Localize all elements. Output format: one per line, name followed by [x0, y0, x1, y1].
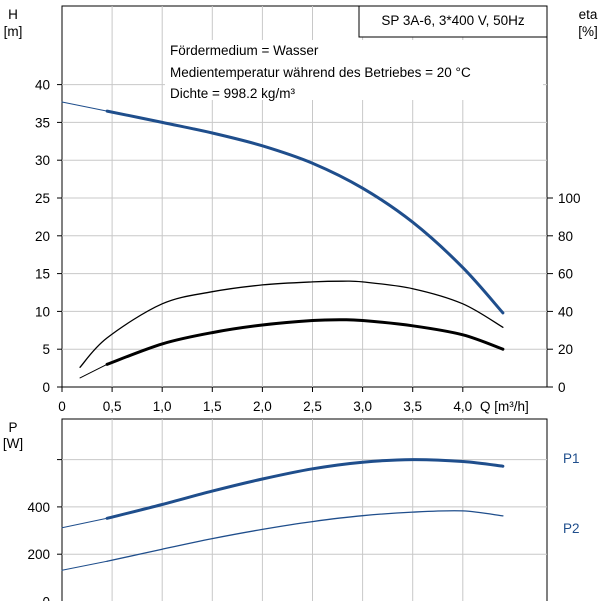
pump-title: SP 3A-6, 3*400 V, 50Hz [381, 13, 525, 28]
power-panel: 0 200 400 P [W] P1 P2 [3, 418, 580, 601]
power-plot-axes: 0 200 400 [27, 459, 62, 601]
head-plot-frame [61, 5, 548, 388]
annotation-background [165, 40, 543, 100]
head-axis-label-unit: [m] [4, 24, 23, 39]
power-plot-grid [62, 419, 547, 601]
head-tick-label: 35 [35, 115, 50, 130]
annotation-density: Dichte = 998.2 kg/m³ [170, 86, 295, 101]
efficiency-axis-label-unit: [%] [578, 24, 598, 39]
head-chart-curve-3 [105, 318, 505, 366]
head-tick-label: 30 [35, 153, 50, 168]
power-chart-curve-1 [61, 517, 108, 529]
head-tick-label: 10 [35, 304, 50, 319]
flow-tick-label: 3,5 [403, 399, 422, 414]
power-axis-label-symbol: P [8, 420, 17, 435]
flow-tick-label: 2,5 [303, 399, 322, 414]
efficiency-tick-label: 0 [558, 380, 566, 395]
head-plot-axes: 0 0,5 1,0 1,5 2,0 2,5 3,0 3,5 4,0 0 5 10 15 20 25 30 35 4… [35, 78, 581, 414]
flow-tick-label: 4,0 [453, 399, 472, 414]
head-axis-label-symbol: H [8, 7, 18, 22]
power-chart-curve-3 [61, 560, 108, 571]
flow-tick-label: 3,0 [353, 399, 372, 414]
head-tick-label: 0 [42, 380, 50, 395]
head-tick-label: 20 [35, 229, 50, 244]
flow-axis-label: Q [m³/h] [480, 399, 529, 414]
head-chart-curve-1 [61, 101, 108, 112]
power-plot-curves [61, 458, 505, 571]
flow-tick-label: 1,5 [203, 399, 222, 414]
power-tick-label: 0 [42, 595, 50, 601]
pump-title-box [358, 5, 548, 38]
power-plot-frame [61, 418, 548, 601]
power-tick-label: 400 [27, 500, 50, 515]
efficiency-tick-label: 80 [558, 229, 573, 244]
head-tick-label: 15 [35, 267, 50, 282]
head-plot-curves [61, 101, 505, 379]
flow-tick-label: 0,5 [103, 399, 122, 414]
efficiency-axis-label-symbol: eta [579, 7, 598, 22]
efficiency-tick-label: 60 [558, 267, 573, 282]
power-tick-label: 200 [27, 547, 50, 562]
efficiency-tick-label: 20 [558, 342, 573, 357]
legend-p1: P1 [563, 451, 580, 466]
head-chart-curve-0 [105, 109, 505, 315]
flow-tick-label: 1,0 [153, 399, 172, 414]
power-axis-label-unit: [W] [3, 436, 23, 451]
flow-tick-label: 2,0 [253, 399, 272, 414]
flow-tick-label: 0 [58, 399, 66, 414]
head-tick-label: 25 [35, 191, 50, 206]
annotation-medium: Fördermedium = Wasser [170, 43, 319, 58]
annotation-temperature: Medientemperatur während des Betriebes =… [170, 65, 471, 80]
efficiency-tick-label: 40 [558, 304, 573, 319]
legend-p2: P2 [563, 521, 580, 536]
power-chart-curve-2 [106, 510, 504, 562]
head-tick-label: 40 [35, 78, 50, 93]
head-chart-curve-2 [79, 280, 504, 368]
efficiency-tick-label: 100 [558, 191, 581, 206]
head-chart-curve-4 [79, 363, 108, 379]
head-tick-label: 5 [42, 342, 50, 357]
power-chart-curve-0 [105, 458, 505, 520]
head-efficiency-panel: 0 0,5 1,0 1,5 2,0 2,5 3,0 3,5 4,0 0 5 10 15 20 25 30 35 4… [4, 5, 598, 414]
